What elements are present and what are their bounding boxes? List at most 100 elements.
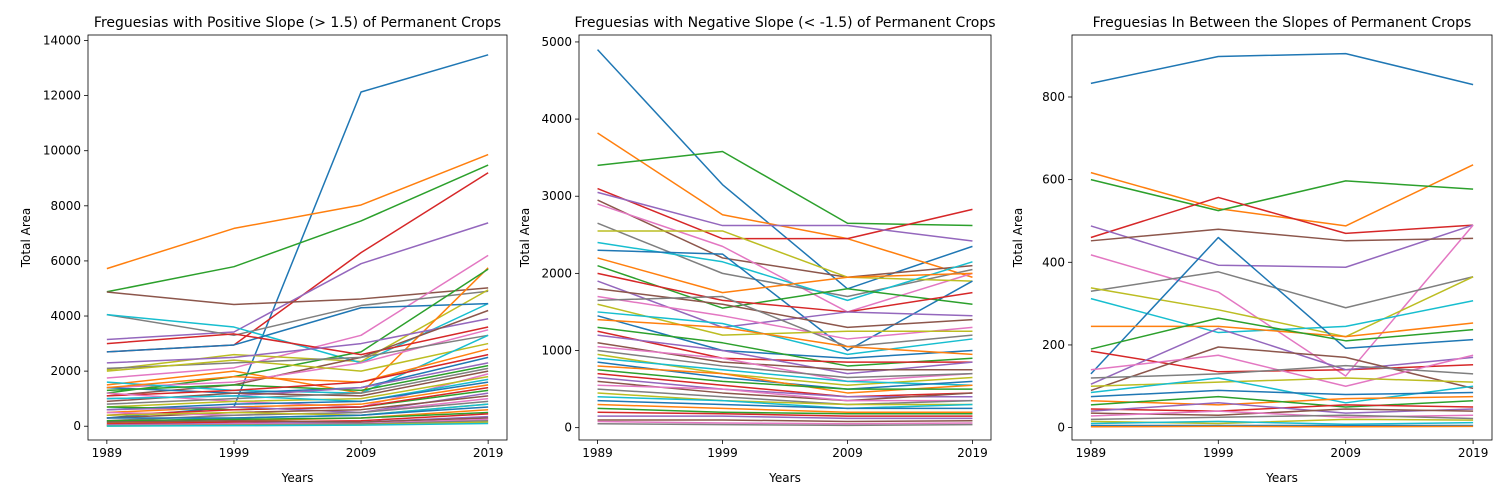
- series-line-15: [1090, 346, 1474, 392]
- y-tick-label: 2000: [541, 266, 572, 280]
- series-line-31: [106, 384, 489, 414]
- axes-frame: [578, 34, 992, 441]
- series-line-10: [106, 302, 489, 353]
- x-tick-label: 2019: [957, 446, 988, 460]
- series-line-13: [106, 326, 489, 356]
- series-line-14: [1090, 327, 1474, 385]
- x-tick-label: 2009: [832, 446, 863, 460]
- series-line-2: [106, 164, 489, 293]
- chart-title: Freguesias with Negative Slope (< -1.5) …: [574, 15, 995, 31]
- series-line-0: [1090, 52, 1474, 86]
- series-line-32: [597, 369, 973, 390]
- series-line-6: [1090, 224, 1474, 377]
- axes-frame: [1071, 34, 1493, 441]
- y-tick-label: 600: [1042, 173, 1065, 187]
- series-line-21: [597, 318, 973, 356]
- chart-title: Freguesias In Between the Slopes of Perm…: [1093, 15, 1472, 31]
- series-line-16: [1090, 354, 1474, 388]
- y-tick-label: 10000: [43, 144, 81, 158]
- series-line-29: [106, 378, 489, 403]
- series-line-42: [106, 411, 489, 422]
- series-line-18: [106, 342, 489, 372]
- series-line-28: [106, 375, 489, 408]
- series-line-23: [597, 330, 973, 363]
- series-line-29: [1090, 420, 1474, 426]
- y-axis-label: Total Area: [518, 208, 532, 268]
- series-line-1: [597, 132, 973, 278]
- panel-in-between: 1989 1999 2009 2019 0 200 400 600 800 Freguesias …: [1011, 15, 1493, 485]
- series-line-46: [597, 420, 973, 425]
- series-line-13: [597, 272, 973, 313]
- series-line-43: [597, 411, 973, 417]
- series-line-15: [597, 288, 973, 329]
- series-line-11: [1090, 322, 1474, 338]
- series-line-49: [106, 422, 489, 427]
- x-tick-label: 2019: [473, 446, 504, 460]
- series-line-42: [597, 407, 973, 415]
- x-tick-label: 1999: [707, 446, 738, 460]
- y-tick-label: 0: [1057, 421, 1065, 435]
- x-tick-label: 1989: [1076, 446, 1107, 460]
- series-line-5: [106, 287, 489, 306]
- x-tick-label: 1999: [1203, 446, 1234, 460]
- series-line-6: [597, 203, 973, 313]
- series-line-18: [1090, 377, 1474, 388]
- series-line-24: [597, 334, 973, 375]
- series-line-20: [1090, 389, 1474, 398]
- series-line-20: [106, 356, 489, 394]
- series-group: [596, 49, 973, 427]
- series-line-8: [106, 289, 489, 371]
- series-line-33: [106, 386, 489, 416]
- y-tick-label: 2000: [50, 364, 81, 378]
- series-line-45: [597, 419, 973, 423]
- x-tick-label: 2019: [1458, 446, 1489, 460]
- x-tick-label: 1989: [582, 446, 613, 460]
- y-tick-label: 6000: [50, 254, 81, 268]
- series-line-27: [1090, 414, 1474, 421]
- y-tick-label: 0: [564, 421, 572, 435]
- x-tick-label: 1989: [92, 446, 123, 460]
- series-line-1: [106, 153, 489, 270]
- series-group: [106, 54, 489, 427]
- y-tick-label: 800: [1042, 90, 1065, 104]
- series-line-38: [597, 392, 973, 406]
- series-line-26: [597, 345, 973, 383]
- series-line-11: [597, 257, 973, 294]
- series-line-4: [1090, 224, 1474, 269]
- series-line-35: [106, 395, 489, 419]
- panel-positive-slope: 1989 1999 2009 2019 0 2000 4000 6000 8000 10000 12…: [19, 15, 508, 485]
- x-axis-label: Years: [281, 471, 314, 485]
- series-line-23: [106, 353, 489, 397]
- series-line-2: [597, 150, 973, 227]
- series-line-22: [1090, 395, 1474, 408]
- y-tick-label: 200: [1042, 338, 1065, 352]
- series-line-3: [597, 187, 973, 240]
- y-tick-label: 14000: [43, 34, 81, 48]
- series-line-7: [106, 290, 489, 337]
- series-line-5: [597, 199, 973, 278]
- x-tick-label: 1999: [219, 446, 250, 460]
- series-line-41: [597, 403, 973, 413]
- series-line-18: [597, 303, 973, 336]
- y-tick-label: 4000: [50, 309, 81, 323]
- y-axis-label: Total Area: [19, 208, 33, 268]
- series-line-30: [106, 381, 489, 411]
- series-line-5: [1090, 228, 1474, 242]
- series-line-47: [597, 423, 973, 427]
- y-tick-label: 400: [1042, 255, 1065, 269]
- series-line-17: [1090, 364, 1474, 379]
- series-line-45: [106, 417, 489, 423]
- series-line-44: [597, 415, 973, 420]
- x-axis-label: Years: [1265, 471, 1298, 485]
- series-line-10: [597, 249, 973, 352]
- series-line-19: [1090, 377, 1474, 404]
- series-line-0: [596, 49, 973, 290]
- series-line-14: [106, 318, 489, 364]
- series-line-9: [106, 302, 489, 364]
- series-line-4: [106, 222, 489, 341]
- panel-negative-slope: 1989 1999 2009 2019 0 1000 2000 3000 4000 5000Fre…: [518, 15, 996, 485]
- series-line-8: [1090, 276, 1474, 338]
- series-group: [1090, 52, 1474, 428]
- x-tick-label: 2009: [346, 446, 377, 460]
